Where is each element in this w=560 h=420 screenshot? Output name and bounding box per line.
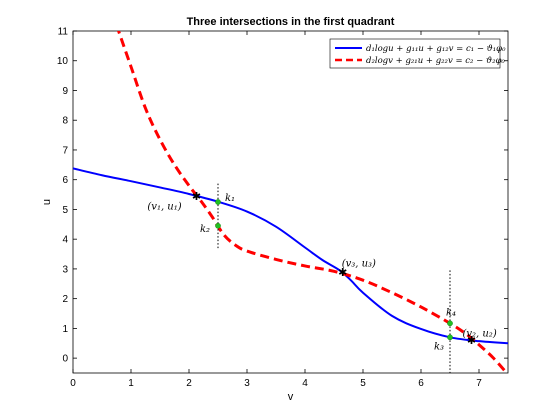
intersection-marker: ✱: [467, 334, 476, 347]
x-tick-label: 2: [186, 378, 192, 389]
intersection-marker: ✱: [338, 266, 347, 279]
y-tick-label: 3: [62, 264, 68, 275]
y-tick-label: 5: [62, 205, 68, 216]
legend: d₁logu + g₁₁u + g₁₂v = c₁ − ϑ₁φ₀ d₂logv …: [329, 38, 506, 69]
intersection-label: (v₁, u₁): [147, 201, 181, 212]
x-axis-label: v: [288, 391, 294, 403]
y-axis-label: u: [41, 199, 53, 205]
x-tick-label: 3: [244, 378, 250, 389]
y-tick-label: 4: [62, 235, 68, 246]
k-point-label: k₂: [200, 224, 210, 235]
y-tick-label: 7: [62, 145, 68, 156]
series-layer: [73, 31, 508, 373]
legend-label-1: d₁logu + g₁₁u + g₁₂v = c₁ − ϑ₁φ₀: [366, 44, 506, 54]
k-point-marker: [447, 320, 453, 327]
y-tick-label: 0: [62, 354, 68, 365]
x-tick-label: 7: [476, 378, 482, 389]
k-point-label: k₁: [225, 193, 235, 204]
y-tick-label: 11: [58, 27, 69, 38]
k-point-marker: [447, 334, 453, 341]
k-point-marker: [215, 199, 221, 205]
x-tick-label: 0: [70, 378, 76, 389]
y-tick-label: 2: [62, 294, 68, 305]
axis-ticks: 0 1 2 3 4 5 6 7 0 1 2 3 4 5 6 7 8 9 10 11: [57, 27, 508, 389]
intersection-label: (v₂, u₂): [462, 328, 496, 339]
k-point-marker: [215, 222, 221, 229]
x-tick-label: 5: [360, 378, 366, 389]
x-tick-label: 4: [302, 378, 308, 389]
k-point-label: k₄: [446, 307, 456, 318]
intersection-marker: ✱: [192, 190, 201, 203]
intersection-label: (v₃, u₃): [342, 258, 376, 269]
x-tick-label: 1: [128, 378, 134, 389]
plot-area: [72, 30, 509, 374]
series-line-red-dashed: [116, 31, 508, 373]
y-tick-label: 10: [57, 56, 69, 67]
series-clip-group: [73, 31, 508, 373]
legend-box: [329, 38, 501, 69]
y-tick-label: 8: [62, 116, 68, 127]
k-point-label: k₃: [434, 341, 444, 352]
series-line-blue: [73, 167, 508, 345]
legend-label-2: d₂logv + g₂₁u + g₂₂v = c₂ − ϑ₂φ₀: [366, 56, 505, 66]
y-tick-label: 9: [62, 86, 68, 97]
y-tick-label: 1: [62, 324, 68, 335]
x-tick-label: 6: [418, 378, 424, 389]
chart-title: Three intersections in the first quadran…: [187, 16, 395, 28]
y-tick-label: 6: [62, 175, 68, 186]
